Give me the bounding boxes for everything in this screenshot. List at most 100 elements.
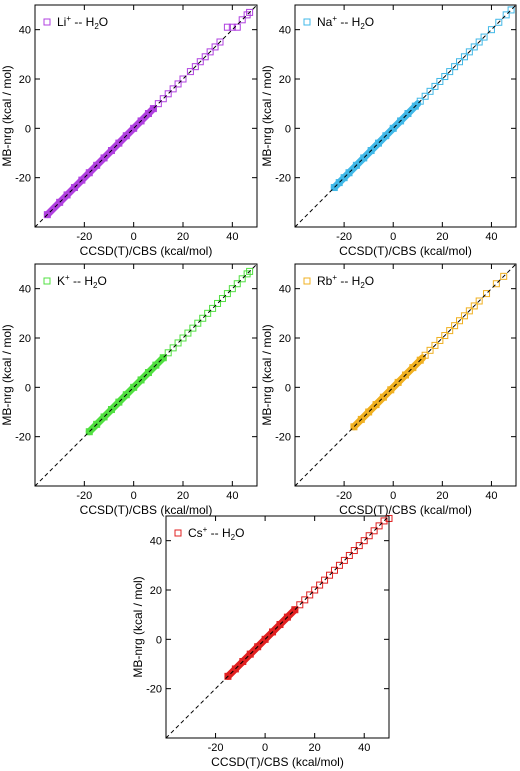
data-point	[201, 53, 209, 61]
data-point	[441, 332, 449, 340]
x-tick-label: 0	[390, 231, 396, 243]
data-point	[223, 290, 231, 298]
data-point	[421, 92, 429, 100]
y-axis-label: MB-nrg (kcal / mol)	[0, 65, 14, 166]
data-point	[243, 11, 251, 19]
y-tick-label: -20	[275, 173, 291, 185]
data-point	[426, 346, 434, 354]
data-point	[115, 139, 123, 147]
plot-frame	[165, 515, 390, 739]
data-point	[483, 290, 491, 298]
data-point	[115, 398, 123, 406]
data-point	[238, 16, 246, 24]
plot-frame	[34, 4, 258, 228]
data-point	[316, 581, 324, 589]
data-point	[460, 312, 468, 320]
data-point	[507, 6, 515, 14]
data-point	[350, 423, 358, 431]
legend-tail: O	[99, 15, 108, 29]
data-point	[283, 613, 291, 621]
data-point	[100, 154, 108, 162]
x-tick-label: 40	[226, 231, 238, 243]
y-tick-label: 20	[19, 333, 31, 345]
legend-tail: O	[365, 274, 374, 288]
x-tick-label: 40	[226, 490, 238, 502]
y-tick-label: 40	[19, 284, 31, 296]
data-point	[416, 97, 424, 105]
data-point	[130, 383, 138, 391]
data-point	[174, 339, 182, 347]
legend-marker	[303, 277, 311, 285]
data-point	[191, 63, 199, 71]
legend-charge: +	[332, 273, 337, 282]
data-point	[144, 369, 152, 377]
y-axis-label: MB-nrg (kcal / mol)	[260, 65, 274, 166]
panel-1: -20 0 20 40 -20 0 20 40 Li+ -- H2O CCSD(T)/CBS (k…	[0, 4, 258, 258]
reference-line	[34, 4, 258, 228]
data-point	[179, 75, 187, 83]
panel-5: -20 0 20 40 -20 0 20 40 Cs+ -- H2O CCSD(T)/CBS (k…	[131, 514, 393, 769]
x-tick-label: 20	[436, 490, 448, 502]
data-point	[169, 344, 177, 352]
x-tick-label: -20	[76, 490, 92, 502]
data-point	[370, 527, 378, 535]
data-point	[144, 110, 152, 118]
data-point	[152, 361, 160, 369]
x-axis-label: CCSD(T)/CBS (kcal/mol)	[339, 244, 472, 258]
panel-3: -20 0 20 40 -20 0 20 40 K+ -- H2O CCSD(T)/CBS (kc…	[0, 263, 258, 517]
data-point	[239, 658, 247, 666]
data-point	[122, 391, 130, 399]
panel-2: -20 0 20 40 -20 0 20 40 Na+ -- H2O CCSD(T)/CBS (k…	[260, 4, 517, 258]
legend: K+ -- H2O	[43, 273, 107, 290]
data-point	[340, 556, 348, 564]
data-point	[246, 650, 254, 658]
data-point	[189, 324, 197, 332]
legend-ion: K	[57, 274, 65, 288]
legend-sep: -- H	[207, 526, 230, 540]
data-point	[184, 329, 192, 337]
data-point	[365, 532, 373, 540]
y-tick-label: 40	[279, 284, 291, 296]
y-axis-label: MB-nrg (kcal / mol)	[260, 324, 274, 425]
data-point	[397, 117, 405, 125]
data-point	[441, 73, 449, 81]
data-point	[431, 82, 439, 90]
x-tick-label: 20	[309, 742, 321, 754]
legend-label: Na+ -- H2O	[317, 14, 374, 31]
legend-tail: O	[235, 526, 244, 540]
y-tick-label: 0	[156, 634, 162, 646]
legend-tail: O	[97, 274, 106, 288]
data-point	[154, 100, 162, 108]
data-point	[404, 110, 412, 118]
y-tick-label: 20	[279, 333, 291, 345]
x-tick-label: 20	[436, 231, 448, 243]
data-point	[211, 43, 219, 51]
legend-ion: Li	[57, 15, 66, 29]
data-point	[446, 327, 454, 335]
data-point	[218, 295, 226, 303]
data-point	[340, 174, 348, 182]
data-point	[389, 124, 397, 132]
legend-sep: -- H	[337, 15, 360, 29]
legend-ion: Cs	[188, 526, 203, 540]
x-tick-label: 0	[390, 490, 396, 502]
data-point	[374, 139, 382, 147]
data-point	[63, 191, 71, 199]
data-point	[470, 43, 478, 51]
y-tick-label: 20	[19, 74, 31, 86]
data-point	[107, 147, 115, 155]
legend-charge: +	[332, 14, 337, 23]
legend-charge: +	[203, 525, 208, 534]
data-point	[301, 596, 309, 604]
data-point	[254, 643, 262, 651]
data-point	[436, 77, 444, 85]
data-point	[85, 428, 93, 436]
data-point	[107, 406, 115, 414]
x-tick-label: 40	[358, 742, 370, 754]
y-tick-label: 40	[19, 25, 31, 37]
data-point	[269, 628, 277, 636]
data-point	[456, 58, 464, 66]
data-point	[246, 8, 254, 16]
data-point	[137, 376, 145, 384]
reference-line	[34, 263, 258, 487]
